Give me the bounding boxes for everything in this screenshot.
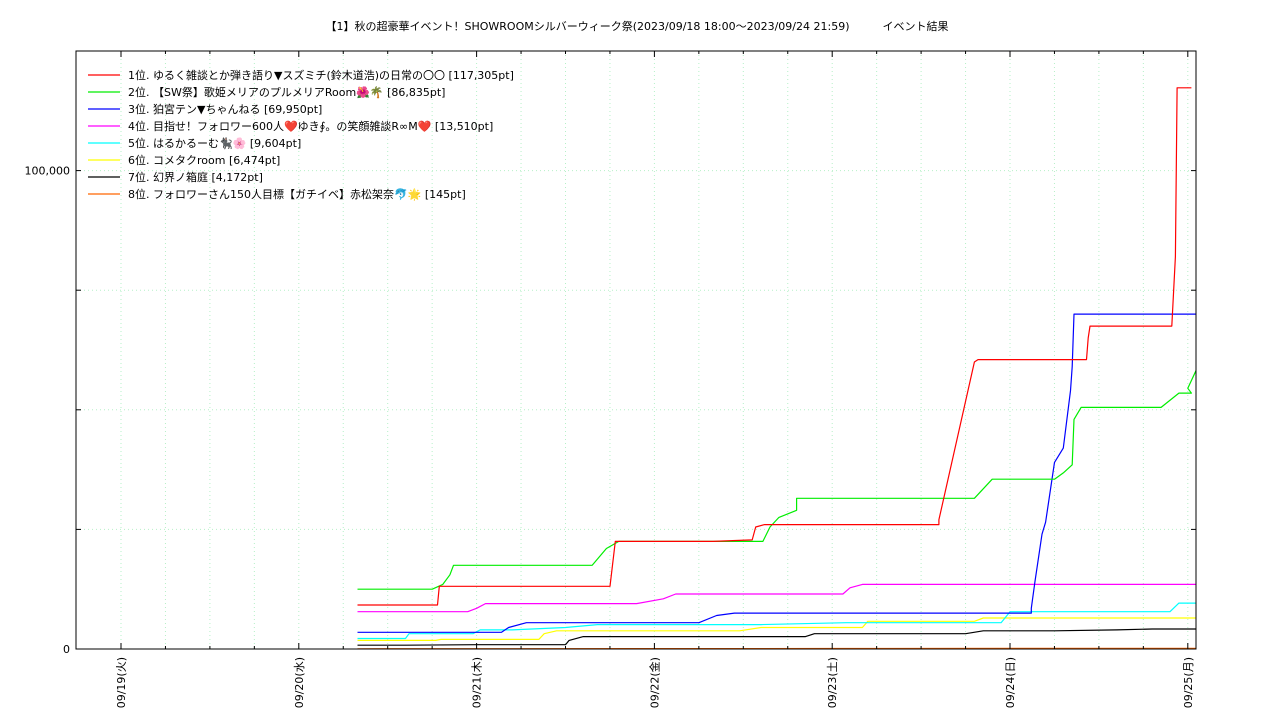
legend: 1位. ゆるく雑談とか弾き語り▼スズミチ(鈴木道浩)の日常の〇〇 [117,30…: [88, 68, 514, 201]
legend-entry: 2位. 【SW祭】歌姫メリアのプルメリアRoom🌺🌴 [86,835pt]: [128, 85, 445, 99]
x-tick-label: 09/25(月): [1182, 657, 1195, 708]
x-tick-label: 09/23(土): [826, 657, 839, 708]
series-group: [357, 87, 1196, 649]
legend-entry: 3位. 狛宮テン▼ちゃんねる [69,950pt]: [128, 102, 322, 116]
series-line: [357, 313, 1196, 633]
legend-entry: 8位. フォロワーさん150人目標【ガチイベ】赤松架奈🐬🌟 [145pt]: [128, 187, 466, 201]
series-lines: [357, 87, 1196, 649]
x-tick-label: 09/21(木): [471, 657, 484, 708]
series-line: [357, 87, 1192, 606]
chart-title: 【1】秋の超豪華イベント！SHOWROOMシルバーウィーク祭(2023/09/1…: [325, 19, 948, 33]
y-tick-label: 100,000: [25, 165, 71, 178]
series-line: [357, 369, 1196, 590]
series-line: [357, 602, 1196, 640]
axes: 09/19(火) 09/20(水) 09/21(木) 09/22(金) 09/23(土)…: [25, 50, 1196, 708]
legend-entry: 1位. ゆるく雑談とか弾き語り▼スズミチ(鈴木道浩)の日常の〇〇 [117,30…: [128, 68, 514, 82]
series-line: [357, 628, 1196, 646]
series-line: [357, 617, 1196, 641]
x-tick-label: 09/20(水): [293, 657, 306, 708]
y-tick-label: 0: [63, 643, 70, 656]
legend-entry: 5位. はるかるーむ🐈‍⬛🌸 [9,604pt]: [128, 136, 301, 150]
plot-area-frame: [75, 50, 1197, 650]
x-tick-label: 09/24(日): [1004, 657, 1017, 708]
x-tick-label: 09/19(火): [115, 657, 128, 708]
legend-entry: 7位. 幻界ノ箱庭 [4,172pt]: [128, 170, 263, 184]
x-tick-label: 09/22(金): [647, 657, 661, 708]
grid: [76, 51, 1196, 649]
series-line: [357, 583, 1196, 613]
legend-entry: 4位. 目指せ！フォロワー600人❤️ゆき∮。の笑顔雑談R∞M❤️ [13,51…: [128, 119, 493, 133]
legend-entry: 6位. コメタクroom [6,474pt]: [128, 153, 280, 167]
